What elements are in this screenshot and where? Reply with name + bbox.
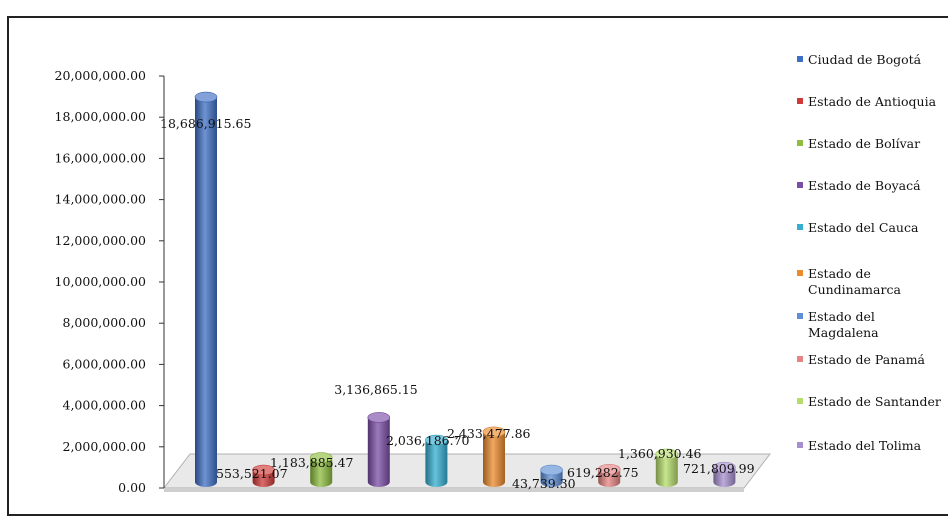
bar-body [425, 440, 448, 487]
bar-top [309, 452, 333, 463]
bar-top [597, 463, 621, 475]
data-label: 2,433,477.86 [447, 426, 531, 441]
data-label: 2,036,186.70 [386, 433, 470, 448]
y-tick-label: 6,000,000.00 [63, 356, 147, 371]
legend-item-4: Estado de Boyacá [797, 178, 921, 193]
legend-swatch [797, 398, 803, 404]
bar-top [252, 464, 275, 476]
legend-item-9: Estado de Santander [797, 394, 941, 409]
legend-swatch [797, 140, 803, 146]
y-tick-label: 12,000,000.00 [55, 233, 146, 248]
bar-6 [482, 426, 506, 487]
legend-item-2: Estado de Antioquia [797, 94, 937, 109]
bar-top [713, 461, 736, 473]
legend-item-1: Ciudad de Bogotá [797, 52, 922, 67]
legend-label: Estado de Boyacá [808, 178, 921, 193]
y-tick-label: 2,000,000.00 [63, 439, 147, 454]
legend-swatch [797, 356, 803, 362]
bar-7 [540, 464, 563, 487]
y-tick-label: 10,000,000.00 [55, 274, 146, 289]
legend-label: Estado de Santander [808, 394, 941, 409]
legend-label: Estado de Panamá [808, 352, 926, 367]
legend-label: Estado de Bolívar [808, 136, 920, 151]
data-label: 553,521.07 [216, 466, 288, 481]
legend-item-8: Estado de Panamá [797, 352, 926, 367]
legend-label: Estado del [808, 309, 875, 324]
bars [194, 91, 736, 488]
data-label: 43,739.30 [512, 476, 576, 491]
legend-item-3: Estado de Bolívar [797, 136, 920, 151]
data-label: 619,282.75 [567, 465, 639, 480]
bar-top [655, 448, 679, 460]
data-labels: 18,686,915.65 553,521.071,183,885.47 3,136… [160, 116, 755, 491]
bar-body [483, 431, 505, 487]
legend-swatch [797, 313, 803, 319]
data-label: 1,360,930.46 [618, 446, 702, 461]
legend-swatch [797, 56, 803, 62]
bar-5 [425, 434, 448, 487]
legend-item-5: Estado del Cauca [797, 220, 919, 235]
bar-4 [367, 412, 391, 487]
bar-body [655, 453, 678, 487]
y-tick-label: 0.00 [118, 480, 146, 495]
bar-9 [655, 448, 679, 487]
y-tick-label: 4,000,000.00 [63, 398, 147, 413]
y-tick-label: 20,000,000.00 [55, 68, 146, 83]
bar-3 [309, 452, 333, 487]
y-tick-label: 14,000,000.00 [55, 192, 146, 207]
legend-swatch [797, 182, 803, 188]
legend-swatch [797, 270, 803, 276]
data-label: 721,809.99 [683, 461, 755, 476]
legend: Ciudad de Bogotá Estado de Antioquia Estad… [797, 52, 941, 453]
legend-swatch [797, 98, 803, 104]
y-tick-label: 16,000,000.00 [55, 150, 146, 165]
legend-label: Cundinamarca [808, 282, 901, 297]
legend-label: Magdalena [808, 325, 879, 340]
legend-label: Estado del Tolima [808, 438, 922, 453]
bar-top [482, 426, 506, 438]
bar-10 [713, 461, 736, 487]
legend-label: Estado de [808, 266, 871, 281]
data-label: 1,183,885.47 [270, 455, 354, 470]
y-tick-label: 8,000,000.00 [63, 315, 147, 330]
data-label: 18,686,915.65 [160, 116, 251, 131]
bar-top [367, 412, 391, 423]
legend-swatch [797, 442, 803, 448]
y-tick-label: 18,000,000.00 [55, 109, 146, 124]
bar-body [310, 457, 333, 487]
legend-item-10: Estado del Tolima [797, 438, 922, 453]
y-axis: 0.00 2,000,000.00 4,000,000.00 6,000,000.00… [55, 68, 165, 495]
legend-label: Estado del Cauca [808, 220, 919, 235]
bar-body [367, 417, 390, 487]
bar-chart: 0.00 2,000,000.00 4,000,000.00 6,000,000.00… [55, 52, 941, 495]
legend-label: Ciudad de Bogotá [808, 52, 922, 67]
bar-2 [252, 464, 275, 487]
bar-top [194, 91, 218, 103]
legend-label: Estado de Antioquia [808, 94, 937, 109]
bar-top [425, 434, 448, 446]
data-label: 3,136,865.15 [334, 382, 418, 397]
bar-8 [597, 463, 621, 487]
bar-body [195, 97, 217, 488]
bar-top [540, 464, 563, 476]
legend-swatch [797, 224, 803, 230]
floor-front [164, 488, 744, 492]
bar-body [713, 467, 736, 487]
bar-1 [194, 91, 218, 488]
